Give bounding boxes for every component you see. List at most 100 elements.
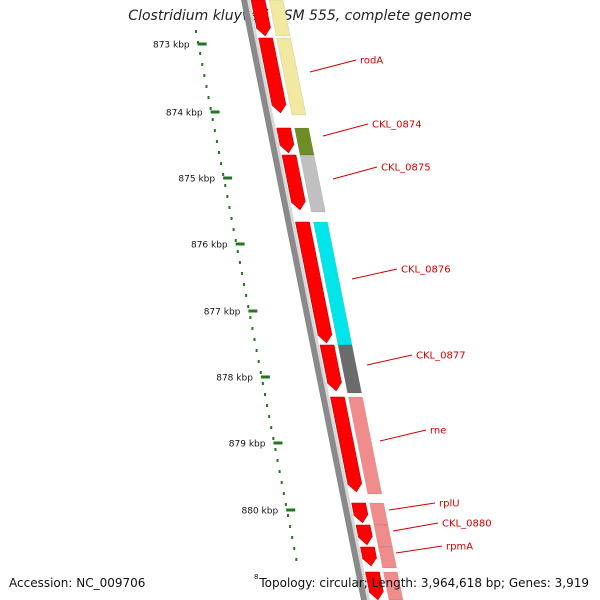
kbp-label: 873 kbp [153,41,190,51]
gene-bar-partial [268,0,291,37]
scale-dot [272,437,275,440]
cds-arrow-partial [365,571,384,600]
kbp-label: 876 kbp [191,241,228,251]
scale-dot [201,63,204,66]
kbp-tick [210,110,220,114]
scale-dot [284,503,287,506]
gene-features [250,0,404,600]
cds-arrow [276,127,295,154]
cds-arrow [355,524,373,546]
gene-label-ckl-0876: CKL_0876 [401,265,451,276]
scale-dot [232,228,235,231]
scale-dot [240,272,243,275]
label-leader-line [392,522,439,532]
gene-label-ckl-0875: CKL_0875 [381,163,431,174]
gene-bar [294,127,315,156]
kbp-tick [273,441,283,445]
scale-dot [295,558,298,561]
cds-arrow [258,37,287,114]
label-leader-line [351,268,398,280]
scale-dot [259,371,262,374]
kbp-label: 880 kbp [242,507,279,517]
gene-label-roda: rodA [360,56,383,67]
genome-title: Clostridium kluyveri DSM 555, complete g… [128,8,472,24]
scale-dot [230,217,233,220]
label-leader-line [379,429,427,442]
scale-dot [261,382,264,385]
scale-dot [236,250,239,253]
accession-label: Accession: NC_009706 [9,576,146,590]
kbp-label: 875 kbp [178,175,215,185]
scale-dot [205,85,208,88]
scale-dot [289,525,292,528]
scale-dot [268,415,271,418]
kbp-label: 879 kbp [229,440,266,450]
scale-dot [253,338,256,341]
kbp-tick [223,176,233,180]
label-leader-line [309,59,357,73]
scale-dot [247,305,250,308]
gene-label-ckl-0877: CKL_0877 [416,351,466,362]
scale-dot [293,547,296,550]
cds-arrow [351,502,369,524]
kbp-tick [235,242,245,246]
scale-dot [243,283,246,286]
scale-dot [245,294,248,297]
label-leaders [309,59,443,554]
gene-label-ckl-0880: CKL_0880 [442,519,492,530]
scale-dot [215,140,218,143]
scale-dot [263,393,266,396]
scale-dot [213,129,216,132]
label-leader-line [332,166,378,180]
gene-bar [299,154,326,213]
scale-dot [251,327,254,330]
kbp-tick [197,42,207,46]
gene-label-rplu: rplU [439,499,460,510]
scale-dot [234,239,237,242]
topology-label: Topology: circular; Length: 3,964,618 bp… [259,576,589,590]
cds-arrow [295,221,333,344]
cds-arrow [281,154,306,211]
gene-label-rne: rne [430,426,446,437]
backbone-highlight [247,0,370,600]
scale-dot [226,195,229,198]
scale-dot [207,96,210,99]
scale-dot [195,30,197,33]
kbp-label: 874 kbp [166,109,203,119]
scale-dot [282,492,285,495]
scale-dot [291,536,294,539]
scale-dot [276,459,279,462]
scale-dot [199,52,202,55]
kbp-label: 878 kbp [216,374,253,384]
scale-dot [280,481,283,484]
scale-dot [209,107,212,110]
gene-bar [348,396,383,495]
scale-dot [274,448,277,451]
cds-arrow [330,396,363,493]
kbp-label: 877 kbp [204,308,241,318]
scale-dot [228,206,231,209]
kbp-tick [260,375,270,379]
label-leader-line [366,354,413,366]
sequence-backbone [241,0,370,600]
gene-bar [369,502,389,526]
gene-label-rpma: rpmA [446,542,473,553]
gene-bar-partial [383,571,404,600]
footnote-mark: 8 [254,573,259,581]
kbp-tick [248,309,258,313]
label-leader-line [395,545,443,554]
scale-dot [257,360,260,363]
gene-bar [337,344,362,394]
cds-arrow [319,344,342,392]
scale-dot [249,316,252,319]
scale-dot [220,162,223,165]
gene-bar [276,37,307,116]
scale-ticks: 873 kbp 874 kbp 875 kbp 876 kbp 877 kbp 878 k… [153,41,296,517]
scale-dot [255,349,258,352]
gene-bar [378,546,397,569]
scale-dot [286,514,289,517]
scale-dotted-line [195,30,298,561]
scale-dot [224,184,227,187]
